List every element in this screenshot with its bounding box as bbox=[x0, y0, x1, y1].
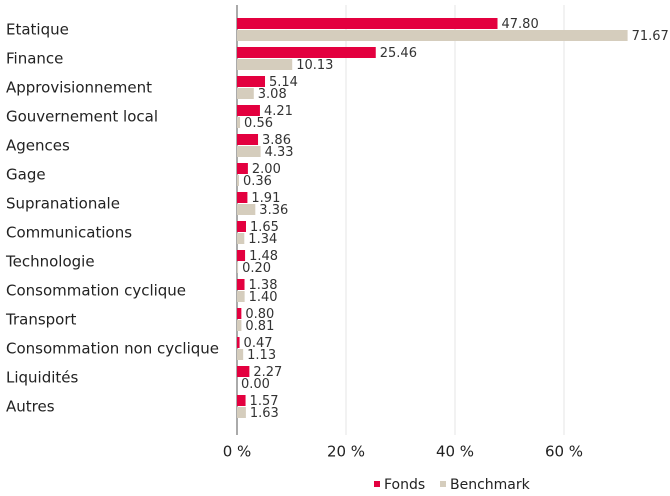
category-label: Approvisionnement bbox=[6, 79, 152, 97]
category-label: Transport bbox=[5, 311, 77, 329]
value-label: 1.38 bbox=[249, 278, 278, 293]
legend-label: Fonds bbox=[384, 477, 425, 493]
value-label: 0.56 bbox=[244, 116, 273, 131]
category-label: Consommation non cyclique bbox=[6, 340, 219, 358]
bar bbox=[237, 117, 241, 128]
value-label: 4.33 bbox=[265, 145, 294, 160]
value-label: 1.57 bbox=[250, 394, 279, 409]
x-tick-label: 60 % bbox=[545, 443, 583, 461]
category-label: Gouvernement local bbox=[6, 108, 158, 126]
bar bbox=[237, 308, 242, 319]
category-label: Liquidités bbox=[6, 369, 79, 387]
value-label: 3.86 bbox=[262, 133, 291, 148]
category-label: Autres bbox=[6, 398, 55, 416]
bar bbox=[237, 279, 245, 290]
value-label: 4.21 bbox=[264, 104, 293, 119]
value-label: 2.00 bbox=[252, 162, 281, 177]
value-label: 1.91 bbox=[251, 191, 280, 206]
bar bbox=[237, 105, 260, 116]
category-label: Agences bbox=[6, 137, 70, 155]
bar bbox=[237, 262, 239, 273]
bar bbox=[237, 204, 256, 215]
value-label: 0.80 bbox=[245, 307, 274, 322]
value-label: 25.46 bbox=[380, 46, 417, 61]
category-label: Etatique bbox=[6, 21, 69, 39]
bar bbox=[237, 146, 261, 157]
category-label: Gage bbox=[6, 166, 46, 184]
bar bbox=[237, 320, 242, 331]
bar bbox=[237, 395, 246, 406]
value-label: 0.36 bbox=[243, 174, 272, 189]
value-label: 3.08 bbox=[258, 87, 287, 102]
value-label: 1.34 bbox=[248, 232, 277, 247]
legend-swatch bbox=[440, 481, 446, 487]
value-label: 1.48 bbox=[249, 249, 278, 264]
value-label: 0.00 bbox=[241, 377, 270, 392]
category-label: Consommation cyclique bbox=[6, 282, 186, 300]
bar bbox=[237, 366, 250, 377]
bar bbox=[237, 88, 254, 99]
value-label: 0.81 bbox=[245, 319, 274, 334]
value-label: 71.67 bbox=[632, 29, 669, 44]
category-label: Finance bbox=[6, 50, 63, 68]
bar bbox=[237, 407, 246, 418]
bar bbox=[237, 349, 244, 360]
bar bbox=[237, 59, 293, 70]
bar bbox=[237, 192, 248, 203]
bar bbox=[237, 18, 498, 29]
bar bbox=[237, 250, 246, 261]
bar bbox=[237, 30, 628, 41]
value-label: 47.80 bbox=[502, 17, 539, 32]
value-label: 1.65 bbox=[250, 220, 279, 235]
bar bbox=[237, 221, 246, 232]
value-label: 0.47 bbox=[244, 336, 273, 351]
value-label: 0.20 bbox=[242, 261, 271, 276]
bar bbox=[237, 337, 240, 348]
value-label: 1.63 bbox=[250, 406, 279, 421]
bar bbox=[237, 76, 266, 87]
bar bbox=[237, 291, 245, 302]
x-tick-label: 0 % bbox=[223, 443, 252, 461]
legend-swatch bbox=[374, 481, 380, 487]
category-label: Communications bbox=[6, 224, 132, 242]
value-label: 5.14 bbox=[269, 75, 298, 90]
x-tick-label: 40 % bbox=[436, 443, 474, 461]
value-label: 1.13 bbox=[247, 348, 276, 363]
bar bbox=[237, 163, 248, 174]
category-label: Supranationale bbox=[6, 195, 120, 213]
bar bbox=[237, 175, 239, 186]
category-label: Technologie bbox=[5, 253, 95, 271]
legend-label: Benchmark bbox=[450, 477, 531, 493]
value-label: 3.36 bbox=[259, 203, 288, 218]
value-label: 2.27 bbox=[253, 365, 282, 380]
bar bbox=[237, 134, 259, 145]
bar bbox=[237, 233, 245, 244]
value-label: 1.40 bbox=[249, 290, 278, 305]
bar bbox=[237, 47, 376, 58]
x-tick-label: 20 % bbox=[327, 443, 365, 461]
value-label: 10.13 bbox=[296, 58, 333, 73]
